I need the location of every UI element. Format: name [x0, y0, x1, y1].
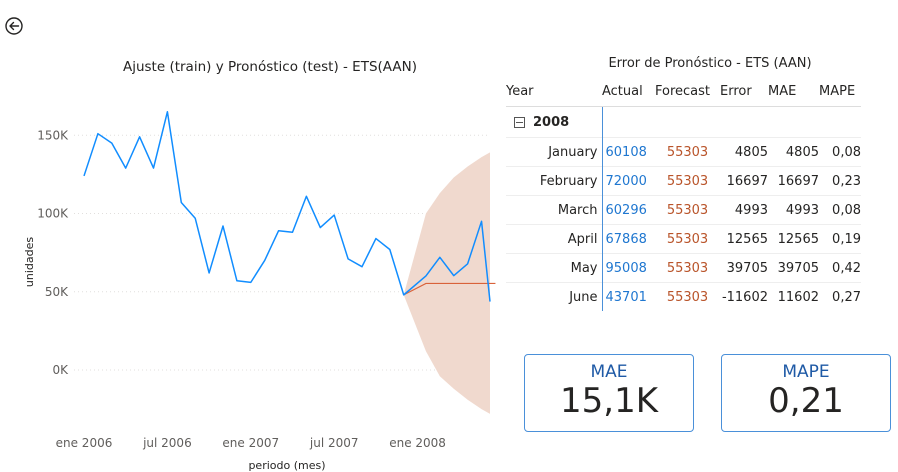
table-row: January 60108 55303 4805 4805 0,08: [506, 137, 861, 167]
y-tick-label: 0K: [52, 363, 69, 377]
actual-cell: 60296: [601, 195, 655, 225]
header-actual[interactable]: Actual: [602, 83, 643, 99]
header-mae[interactable]: MAE: [768, 83, 797, 99]
group-cell: 2008: [506, 106, 602, 138]
error-cell: 12565: [720, 224, 768, 254]
table-row: April 67868 55303 12565 12565 0,19: [506, 224, 861, 254]
actual-line: [83, 111, 491, 302]
actual-cell: 95008: [601, 253, 655, 283]
back-button[interactable]: [4, 16, 24, 36]
group-empty-cell: [655, 106, 720, 138]
group-empty-cell: [768, 106, 819, 138]
header-error[interactable]: Error: [720, 83, 752, 99]
mae-cell: 11602: [768, 282, 819, 311]
header-year[interactable]: Year: [506, 83, 534, 99]
error-cell: 4805: [720, 137, 768, 167]
mae-cell: 39705: [768, 253, 819, 283]
mape-cell: 0,23: [819, 166, 861, 196]
forecast-cell: 55303: [655, 195, 720, 225]
error-table-header: Year Actual Forecast Error MAE MAPE: [506, 76, 861, 107]
month-cell: April: [506, 224, 602, 254]
group-row-2008: 2008: [506, 106, 861, 138]
month-cell: March: [506, 195, 602, 225]
table-row: May 95008 55303 39705 39705 0,42: [506, 253, 861, 283]
header-forecast[interactable]: Forecast: [655, 83, 711, 99]
x-tick-label: ene 2008: [389, 436, 446, 450]
collapse-icon[interactable]: [514, 116, 525, 128]
mae-cell: 12565: [768, 224, 819, 254]
mape-cell: 0,08: [819, 195, 861, 225]
y-tick-label: 100K: [37, 207, 69, 221]
forecast-cell: 55303: [655, 282, 720, 311]
mae-label: MAE: [590, 362, 628, 382]
error-cell: -11602: [720, 282, 768, 311]
x-axis-title: periodo (mes): [248, 459, 325, 472]
mape-cell: 0,08: [819, 137, 861, 167]
month-cell: February: [506, 166, 602, 196]
error-cell: 39705: [720, 253, 768, 283]
mape-cell: 0,27: [819, 282, 861, 311]
mape-label: MAPE: [782, 362, 830, 382]
mae-cell: 16697: [768, 166, 819, 196]
table-row: June 43701 55303 -11602 11602 0,27: [506, 282, 861, 311]
y-axis-title: unidades: [23, 237, 36, 287]
table-row: February 72000 55303 16697 16697 0,23: [506, 166, 861, 196]
y-tick-label: 150K: [37, 128, 69, 142]
forecast-cell: 55303: [655, 224, 720, 254]
group-actual-cell: [601, 106, 655, 138]
month-cell: January: [506, 137, 602, 167]
group-empty-cell: [720, 106, 768, 138]
forecast-line: [403, 282, 496, 296]
group-label: 2008: [533, 114, 570, 130]
actual-cell: 60108: [601, 137, 655, 167]
error-table: Year Actual Forecast Error MAE MAPE 2008…: [506, 76, 861, 311]
mae-value: 15,1K: [560, 381, 658, 421]
x-tick-label: jul 2006: [142, 436, 192, 450]
mape-value: 0,21: [768, 381, 844, 421]
actual-cell: 72000: [601, 166, 655, 196]
chart-title: Ajuste (train) y Pronóstico (test) - ETS…: [123, 59, 417, 75]
mape-cell: 0,42: [819, 253, 861, 283]
actual-cell: 67868: [601, 224, 655, 254]
mae-cell: 4805: [768, 137, 819, 167]
mae-card: MAE 15,1K: [524, 354, 694, 432]
mape-card: MAPE 0,21: [721, 354, 891, 432]
mape-cell: 0,19: [819, 224, 861, 254]
y-tick-label: 50K: [45, 285, 69, 299]
error-cell: 4993: [720, 195, 768, 225]
header-mape[interactable]: MAPE: [819, 83, 856, 99]
forecast-cell: 55303: [655, 253, 720, 283]
x-tick-label: ene 2007: [222, 436, 279, 450]
error-cell: 16697: [720, 166, 768, 196]
error-table-title: Error de Pronóstico - ETS (AAN): [608, 56, 812, 71]
group-empty-cell: [819, 106, 861, 138]
table-row: March 60296 55303 4993 4993 0,08: [506, 195, 861, 225]
forecast-cell: 55303: [655, 137, 720, 167]
actual-cell: 43701: [601, 282, 655, 311]
forecast-cell: 55303: [655, 166, 720, 196]
month-cell: May: [506, 253, 602, 283]
mae-cell: 4993: [768, 195, 819, 225]
forecast-line-chart: Ajuste (train) y Pronóstico (test) - ETS…: [23, 59, 496, 472]
x-tick-label: ene 2006: [56, 436, 113, 450]
x-tick-label: jul 2007: [309, 436, 359, 450]
month-cell: June: [506, 282, 602, 311]
arrow-left-circle-icon: [5, 17, 23, 35]
